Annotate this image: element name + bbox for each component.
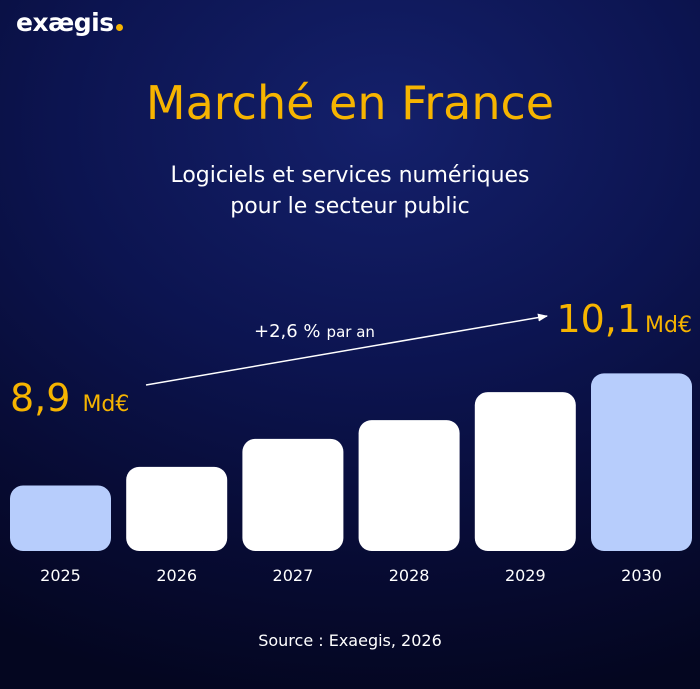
bar-2025 [10, 485, 111, 551]
growth-arrow [145, 313, 548, 386]
bar-2029 [474, 392, 576, 551]
bar-2027 [242, 438, 344, 551]
bar-2028 [358, 420, 460, 551]
growth-period: par an [327, 323, 375, 341]
x-tick-label-2028: 2028 [389, 566, 430, 585]
value-label-unit: Md€ [82, 392, 129, 417]
x-tick-label-2026: 2026 [156, 566, 197, 585]
value-label-2030: 10,1 Md€ [556, 297, 692, 341]
x-tick-label-2030: 2030 [621, 566, 662, 585]
bar-2026 [126, 466, 228, 551]
value-label-unit: Md€ [645, 313, 692, 338]
value-label-2025: 8,9 Md€ [10, 376, 129, 420]
exaegis-logo: exægis [16, 8, 123, 37]
chart-subtitle: Logiciels et services numériques pour le… [0, 160, 700, 222]
growth-rate: +2,6 % [254, 321, 321, 342]
chart-title: Marché en France [145, 76, 555, 130]
value-label-number: 8,9 [10, 376, 70, 420]
bars-layer [10, 373, 692, 551]
value-label-number: 10,1 [556, 297, 641, 341]
x-tick-label-2029: 2029 [505, 566, 546, 585]
source-note: Source : Exaegis, 2026 [258, 631, 442, 650]
bar-2030 [591, 373, 692, 551]
logo-dot-icon [115, 24, 123, 31]
growth-annotation: +2,6 % par an [254, 321, 375, 342]
subtitle-line-1: Logiciels et services numériques [170, 163, 530, 188]
subtitle-line-2: pour le secteur public [230, 194, 470, 219]
x-tick-label-2027: 2027 [273, 566, 314, 585]
x-tick-label-2025: 2025 [40, 566, 81, 585]
